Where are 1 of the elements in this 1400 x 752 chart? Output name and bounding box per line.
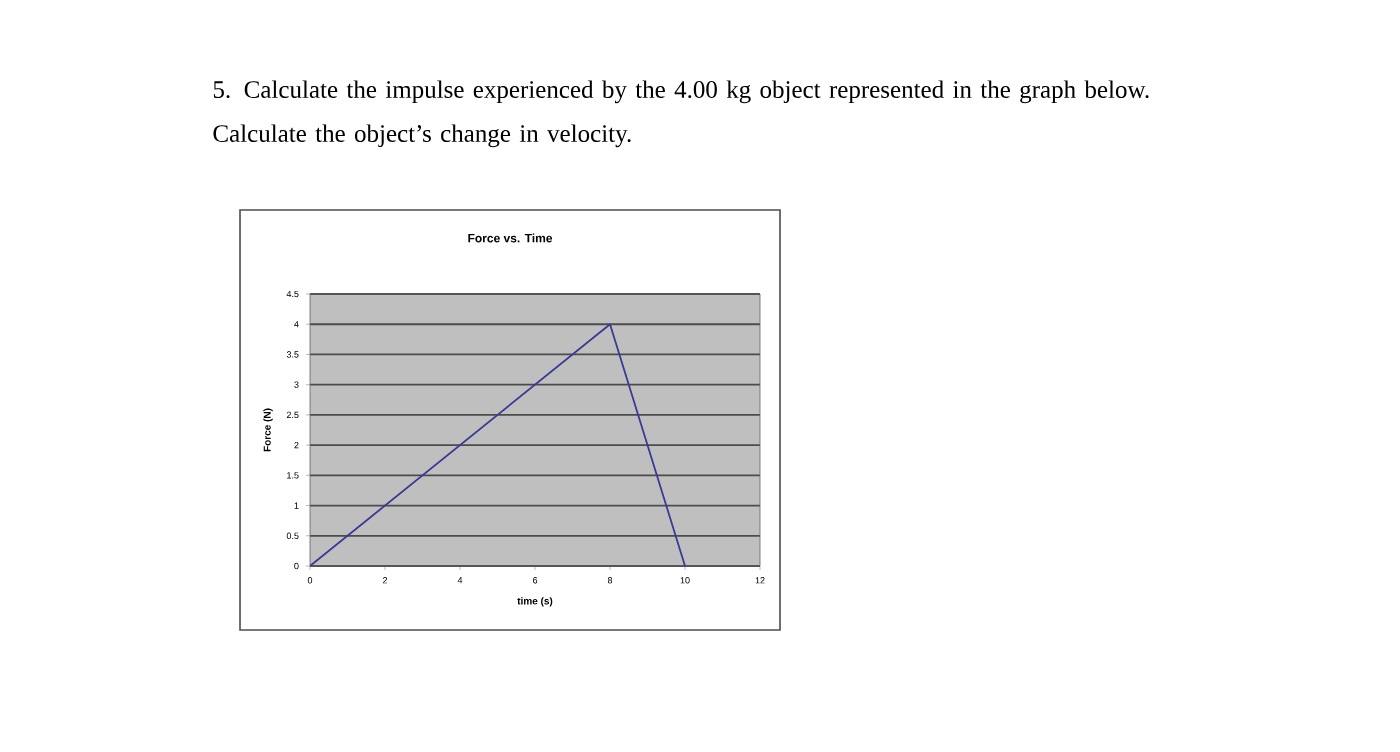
text: 5. Calculate the impulse experienced by the 4.00 kg object represented in the graph below. Calculate the object’s change in velocity.	[213, 80, 1149, 148]
